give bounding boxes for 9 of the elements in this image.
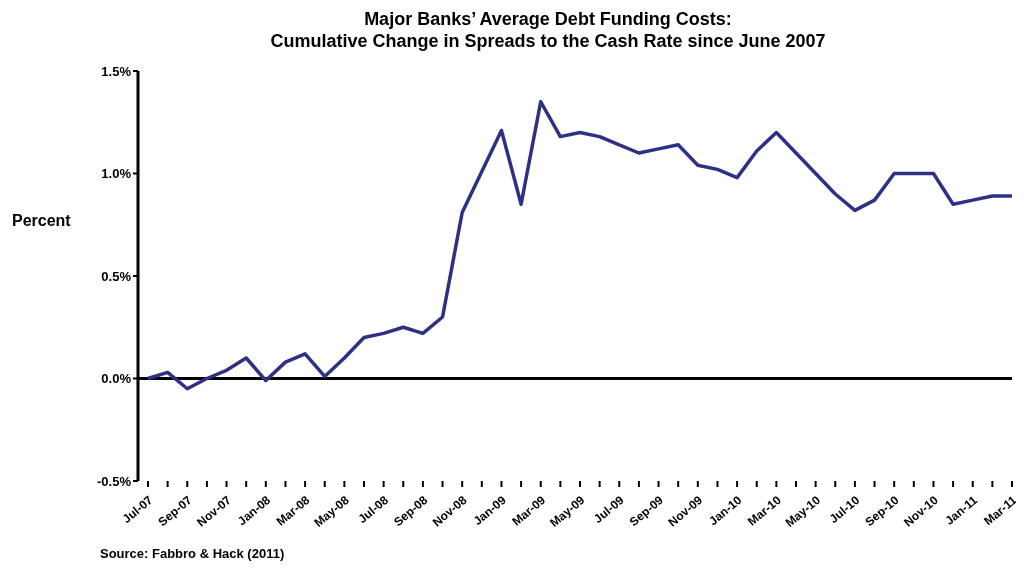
y-tick-label: 0.5% <box>101 268 132 284</box>
y-axis-title: Percent <box>12 212 71 230</box>
source-note: Source: Fabbro & Hack (2011) <box>100 546 285 561</box>
chart-title: Major Banks’ Average Debt Funding Costs: Cumulative Change in Spreads to the Cash Rate since June 2007 <box>269 8 827 52</box>
y-tick-label: 0.0% <box>101 371 132 387</box>
y-tick-label: -0.5% <box>97 473 132 489</box>
line-series <box>146 100 1014 391</box>
y-tick-label: 1.0% <box>101 166 132 182</box>
y-tick-label: 1.5% <box>101 63 132 79</box>
